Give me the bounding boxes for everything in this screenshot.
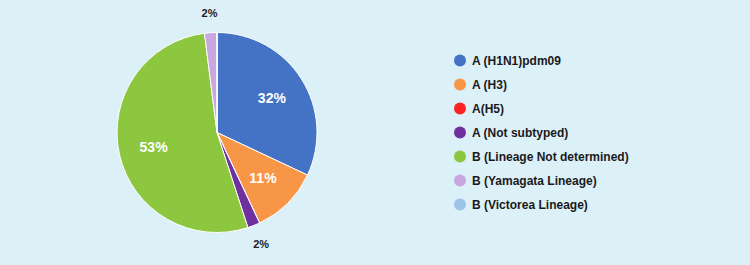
legend-label: A (H3) — [472, 78, 507, 92]
legend-label: A(H5) — [472, 102, 504, 116]
legend-swatch — [454, 151, 466, 163]
data-label: 32% — [258, 90, 287, 106]
legend-label: A (Not subtyped) — [472, 126, 568, 140]
pie-slice — [217, 33, 218, 133]
legend-item: A (Not subtyped) — [454, 126, 568, 140]
data-label: 53% — [140, 139, 169, 155]
legend-swatch — [454, 79, 466, 91]
legend-item: B (Yamagata Lineage) — [454, 174, 597, 188]
pie-slice — [117, 33, 248, 232]
legend-label: B (Victorea Lineage) — [472, 198, 588, 212]
data-label: 2% — [253, 238, 269, 250]
legend-swatch — [454, 199, 466, 211]
legend-label: B (Lineage Not determined) — [472, 150, 629, 164]
legend-item: B (Lineage Not determined) — [454, 150, 629, 164]
legend-item: B (Victorea Lineage) — [454, 198, 588, 212]
legend-item: A (H1N1)pdm09 — [454, 54, 561, 68]
pie — [117, 33, 317, 233]
legend-swatch — [454, 127, 466, 139]
legend-swatch — [454, 55, 466, 67]
legend-label: B (Yamagata Lineage) — [472, 174, 597, 188]
chart-container: 32%11%2%53%2%A (H1N1)pdm09A (H3)A(H5)A (… — [0, 0, 750, 265]
data-label: 11% — [249, 170, 277, 186]
legend-swatch — [454, 175, 466, 187]
legend-label: A (H1N1)pdm09 — [472, 54, 561, 68]
chart-svg: 32%11%2%53%2%A (H1N1)pdm09A (H3)A(H5)A (… — [0, 0, 750, 265]
legend-swatch — [454, 103, 466, 115]
data-label: 2% — [202, 7, 218, 19]
data-labels: 32% 11% 2% 53% 2% — [140, 7, 287, 250]
legend-item: A(H5) — [454, 102, 504, 116]
legend-item: A (H3) — [454, 78, 507, 92]
legend: A (H1N1)pdm09 A (H3) A(H5) A (Not subtyped)… — [454, 54, 629, 212]
pie-slice — [204, 33, 217, 133]
background — [0, 0, 750, 265]
